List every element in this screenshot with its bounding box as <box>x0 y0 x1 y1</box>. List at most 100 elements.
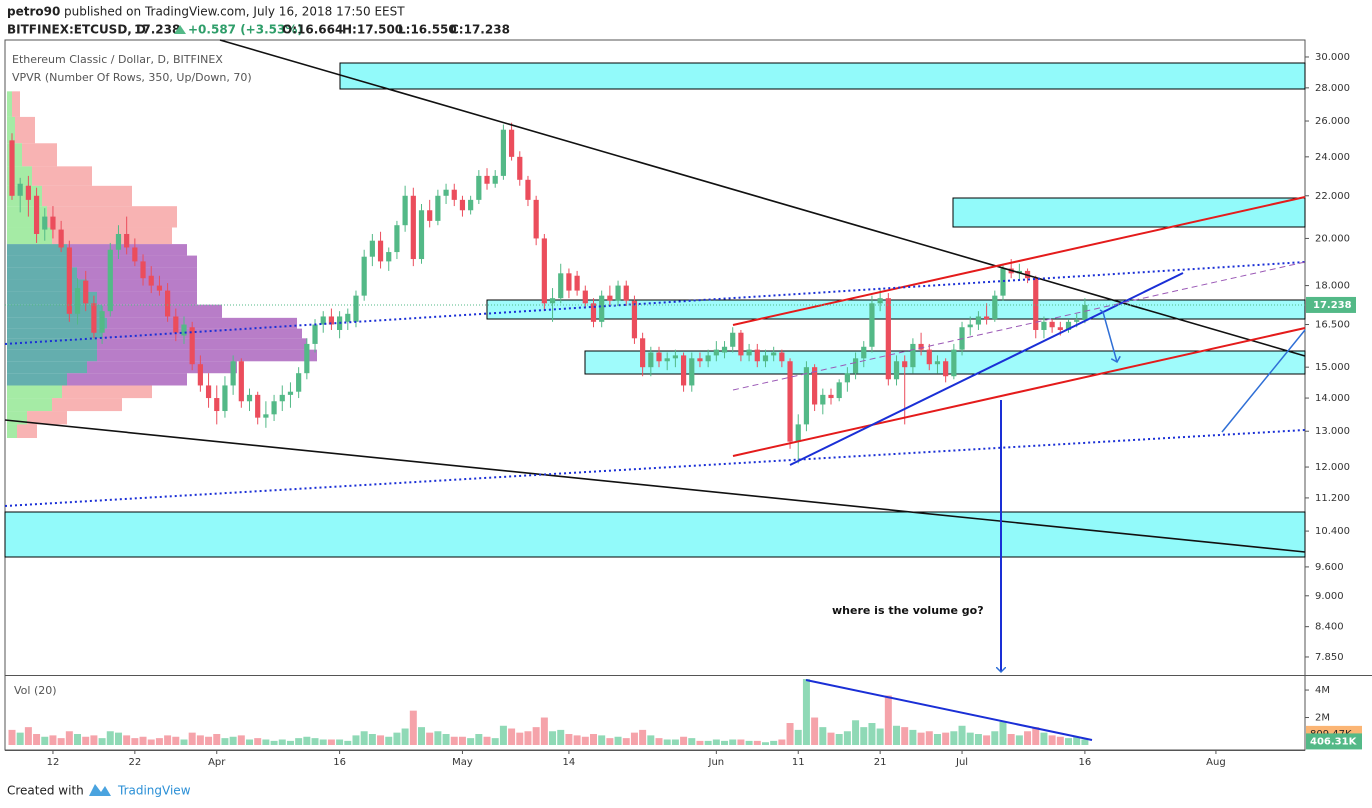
candle-body <box>205 385 212 399</box>
zone <box>4 511 1306 558</box>
volume-bar <box>74 734 82 745</box>
candle-body <box>418 210 425 260</box>
candle-body <box>984 316 990 320</box>
volume-bar <box>745 740 753 745</box>
candle-body <box>377 240 384 262</box>
candle-body <box>893 361 900 380</box>
x-tick-label: 16 <box>1079 757 1092 768</box>
candle-body <box>1041 321 1047 330</box>
x-tick-label: 16 <box>333 757 346 768</box>
volume-bar <box>524 731 532 745</box>
volume-bar <box>1040 732 1048 745</box>
volume-bar <box>680 736 688 745</box>
volume-bar <box>98 738 106 745</box>
volume-bar <box>458 736 466 745</box>
y-tick-label: 12.000 <box>1315 462 1350 473</box>
volume-bar <box>565 734 573 745</box>
profile-down <box>17 424 37 439</box>
profile-up <box>7 317 107 329</box>
volume-bar <box>360 731 368 745</box>
volume-bar <box>1015 735 1023 745</box>
candle-body <box>42 216 48 230</box>
candle-body <box>828 394 834 399</box>
volume-bar <box>884 695 892 745</box>
volume-bar <box>909 729 917 745</box>
candle-body <box>861 346 867 359</box>
volume-bar <box>377 735 385 745</box>
candle-body <box>148 275 154 286</box>
author[interactable]: petro90 <box>7 5 60 19</box>
trendlines <box>4 39 1306 741</box>
volume-bar <box>712 739 720 745</box>
up-triangle <box>174 25 186 34</box>
volume-bar <box>450 736 458 745</box>
candle-body <box>992 295 998 320</box>
volume-bar <box>835 734 843 745</box>
volume-bar <box>729 739 737 745</box>
candle-body <box>345 313 351 322</box>
candle-body <box>689 358 695 386</box>
open: O:16.664 <box>282 23 343 37</box>
candle-body <box>468 199 474 211</box>
candle-body <box>525 179 531 200</box>
candle-body <box>803 367 810 425</box>
candle-body <box>541 238 547 304</box>
candle-body <box>9 140 15 196</box>
volume-bar <box>336 739 344 745</box>
x-tick-label: Jun <box>708 757 725 768</box>
candle-body <box>672 355 678 359</box>
y-tick-label: 18.000 <box>1315 281 1350 292</box>
volume-bar <box>802 679 810 745</box>
volume-bar <box>811 717 819 745</box>
last-price-box <box>1306 296 1356 313</box>
candle-body <box>255 394 261 418</box>
candle-body <box>558 273 564 299</box>
footer-brand[interactable]: TradingView <box>117 784 191 798</box>
profile-up <box>7 328 102 339</box>
profile-down <box>97 338 307 350</box>
volume-bar <box>311 738 319 745</box>
volume-bar <box>794 729 802 745</box>
volume-bar <box>688 738 696 745</box>
candle-body <box>852 358 859 374</box>
zone <box>952 197 1306 228</box>
volume-bar <box>172 736 180 745</box>
volume-profile <box>7 91 317 439</box>
profile-up <box>7 304 102 318</box>
footer-created: Created with <box>7 784 84 798</box>
volume-bar <box>868 723 876 745</box>
symbol: BITFINEX:ETCUSD, D <box>7 23 146 37</box>
candle-body <box>566 273 572 291</box>
volume-bar <box>557 729 565 745</box>
volume-bar <box>876 728 884 745</box>
profile-down <box>97 291 197 305</box>
volume-bar <box>483 736 491 745</box>
x-tick-label: May <box>452 757 473 768</box>
volume-bar <box>123 735 131 745</box>
candle-body <box>181 324 187 336</box>
volume-bar <box>221 738 229 745</box>
profile-up <box>7 255 67 268</box>
candle-body <box>451 189 457 200</box>
candle-body <box>74 288 81 314</box>
volume-bar <box>508 728 516 745</box>
volume-bar <box>737 739 745 745</box>
volume-bar <box>295 738 303 745</box>
volume-bar <box>852 720 860 745</box>
volume-bar <box>393 732 401 745</box>
volume-bar <box>753 740 761 745</box>
profile-up <box>7 398 52 412</box>
candle-body <box>402 195 408 226</box>
candle-body <box>533 199 539 239</box>
trendline <box>4 419 1306 553</box>
volume-bar <box>155 738 163 745</box>
y-tick-label: 15.000 <box>1315 362 1350 373</box>
volume-bar <box>983 735 991 745</box>
change: +0.587 (+3.53%) <box>188 23 303 37</box>
close: C:17.238 <box>450 23 510 37</box>
volume-bar <box>614 736 622 745</box>
volume-bar <box>622 738 630 745</box>
candle-body <box>869 303 875 347</box>
volume-bar <box>57 738 65 745</box>
x-tick-label: Jul <box>955 757 968 768</box>
